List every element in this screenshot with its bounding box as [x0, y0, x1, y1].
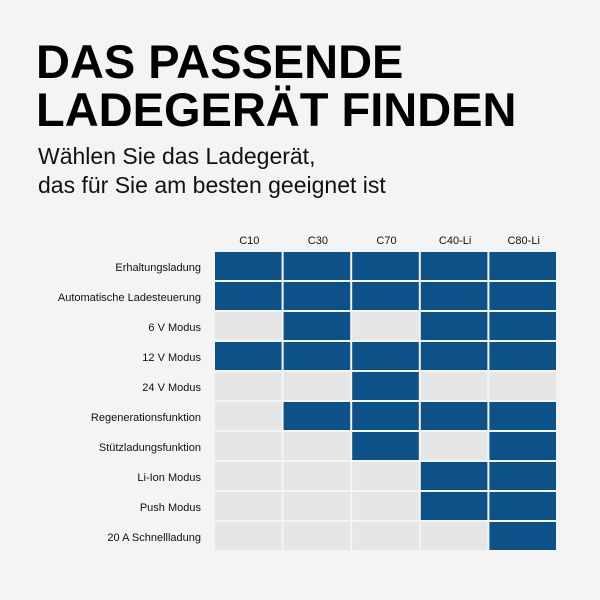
- cell: [283, 492, 351, 520]
- cell: [352, 372, 419, 400]
- row-label: Li-Ion Modus: [137, 472, 201, 484]
- cell: [420, 372, 488, 400]
- row-label: 20 A Schnellladung: [107, 532, 201, 544]
- title: LADEGERÄT FINDEN: [36, 83, 516, 136]
- row-label: Erhaltungsladung: [115, 262, 201, 274]
- cell: [215, 312, 282, 340]
- row-label: Automatische Ladesteuerung: [58, 292, 201, 304]
- cell: [283, 342, 351, 370]
- cell: [420, 252, 488, 280]
- cell: [215, 372, 282, 400]
- column-header: C40-Li: [439, 235, 471, 247]
- cell: [489, 342, 556, 370]
- cell: [215, 402, 282, 430]
- cell: [215, 432, 282, 460]
- cell: [215, 252, 282, 280]
- cell: [352, 312, 419, 340]
- subtitle: Wählen Sie das Ladegerät,: [38, 143, 315, 169]
- cell: [283, 402, 351, 430]
- row-label: Regenerationsfunktion: [91, 412, 201, 424]
- cell: [215, 492, 282, 520]
- comparison-table: C10 C30 C70 C40-Li C80-Li Erhaltungsladung Aut…: [58, 235, 556, 550]
- subtitle: das für Sie am besten geeignet ist: [38, 172, 386, 198]
- cell: [489, 432, 556, 460]
- cell: [420, 402, 488, 430]
- column-header: C30: [308, 235, 328, 247]
- cell: [420, 342, 488, 370]
- cell: [352, 342, 419, 370]
- cell: [489, 252, 556, 280]
- row-label: Push Modus: [140, 502, 202, 514]
- cell: [215, 462, 282, 490]
- cell: [352, 282, 419, 310]
- title: DAS PASSENDE: [36, 35, 403, 88]
- cell: [352, 462, 419, 490]
- row-label: 6 V Modus: [148, 322, 201, 334]
- cell: [420, 432, 488, 460]
- cell: [420, 312, 488, 340]
- cell: [283, 252, 351, 280]
- cell: [352, 522, 419, 550]
- cell: [283, 282, 351, 310]
- cell: [283, 522, 351, 550]
- cell: [352, 432, 419, 460]
- row-label: 12 V Modus: [142, 352, 201, 364]
- cell: [352, 252, 419, 280]
- cell: [489, 522, 556, 550]
- row-label: 24 V Modus: [142, 382, 201, 394]
- cell: [215, 522, 282, 550]
- cell: [283, 312, 351, 340]
- column-header: C80-Li: [507, 235, 539, 247]
- cell: [420, 282, 488, 310]
- cell: [283, 432, 351, 460]
- cell: [352, 492, 419, 520]
- cell: [215, 282, 282, 310]
- cell: [489, 312, 556, 340]
- cell: [489, 282, 556, 310]
- cell: [420, 492, 488, 520]
- cell: [489, 462, 556, 490]
- cell: [283, 462, 351, 490]
- cell: [352, 402, 419, 430]
- cell: [283, 372, 351, 400]
- row-label: Stützladungsfunktion: [99, 442, 201, 454]
- cell: [489, 402, 556, 430]
- cell: [489, 492, 556, 520]
- cell: [420, 522, 488, 550]
- column-header: C10: [239, 235, 259, 247]
- cell: [215, 342, 282, 370]
- column-header: C70: [376, 235, 396, 247]
- cell: [420, 462, 488, 490]
- cell: [489, 372, 556, 400]
